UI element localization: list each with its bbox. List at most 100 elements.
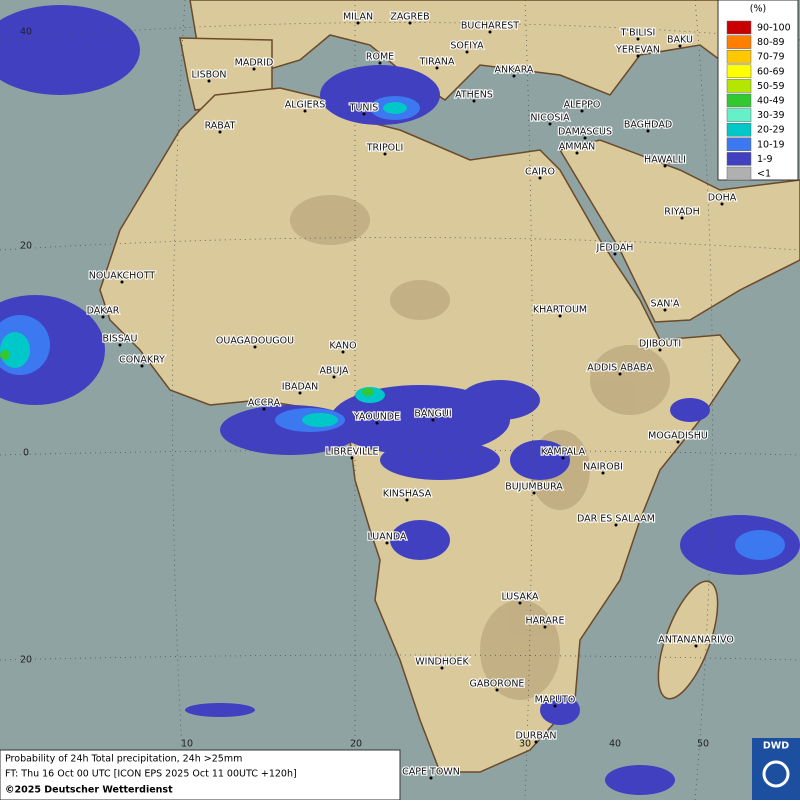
city-label: KHARTOUM xyxy=(533,305,587,316)
city-dot xyxy=(262,407,266,411)
city-dot xyxy=(548,122,552,126)
city-label: SOFIYA xyxy=(450,41,484,52)
city-label: NAIROBI xyxy=(583,462,623,473)
city-dot xyxy=(646,129,650,133)
city-label: YEREVAN xyxy=(615,45,660,56)
city-dot xyxy=(253,345,257,349)
legend-swatch xyxy=(726,137,752,152)
city-label: DAMASCUS xyxy=(558,127,612,138)
legend-label: 20-29 xyxy=(757,125,785,136)
city-label: BANGUI xyxy=(414,409,451,420)
city-dot xyxy=(694,644,698,648)
city-label: SAN'A xyxy=(651,299,680,310)
city-dot xyxy=(298,391,302,395)
city-label: RIYADH xyxy=(664,207,699,218)
city-dot xyxy=(575,151,579,155)
city-label: GABORONE xyxy=(470,679,525,690)
city-dot xyxy=(583,136,587,140)
footer-text: ©2025 Deutscher Wetterdienst xyxy=(5,785,173,796)
city-label: ALGIERS xyxy=(285,100,326,111)
lat-label: 20 xyxy=(20,241,32,252)
city-label: NICOSIA xyxy=(530,113,570,124)
lon-label: 50 xyxy=(697,739,709,750)
city-dot xyxy=(538,176,542,180)
city-label: NOUAKCHOTT xyxy=(89,271,156,282)
city-label: CAIRO xyxy=(525,167,555,178)
city-label: TRIPOLI xyxy=(366,143,404,154)
city-label: ADDIS ABABA xyxy=(587,363,653,374)
legend-swatch xyxy=(726,166,752,181)
city-label: AMMAN xyxy=(559,142,596,153)
city-dot xyxy=(676,440,680,444)
city-dot xyxy=(431,418,435,422)
city-label: TIRANA xyxy=(419,57,455,68)
city-label: KINSHASA xyxy=(383,489,432,500)
city-dot xyxy=(518,601,522,605)
city-label: ALEPPO xyxy=(564,100,601,111)
city-label: KANO xyxy=(329,341,356,352)
city-label: LUANDA xyxy=(367,532,407,543)
city-dot xyxy=(440,666,444,670)
logo-text: DWD xyxy=(763,741,789,752)
city-label: DOHA xyxy=(708,193,737,204)
city-label: ABUJA xyxy=(319,366,349,377)
city-label: ROME xyxy=(366,52,394,63)
city-label: CONAKRY xyxy=(119,355,165,366)
legend-title: (%) xyxy=(750,4,766,15)
legend-label: 10-19 xyxy=(757,139,785,150)
city-dot xyxy=(252,67,256,71)
legend-swatch xyxy=(726,93,752,108)
city-dot xyxy=(636,37,640,41)
legend-swatch xyxy=(726,49,752,64)
city-label: BISSAU xyxy=(102,334,137,345)
city-dot xyxy=(218,130,222,134)
city-dot xyxy=(405,498,409,502)
legend-label: 1-9 xyxy=(757,154,773,165)
lat-label: 40 xyxy=(20,27,32,38)
city-dot xyxy=(532,491,536,495)
city-dot xyxy=(385,541,389,545)
city-label: WINDHOEK xyxy=(415,657,469,668)
city-dot xyxy=(720,202,724,206)
city-dot xyxy=(383,152,387,156)
city-dot xyxy=(558,314,562,318)
city-dot xyxy=(534,740,538,744)
city-dot xyxy=(362,112,366,116)
city-dot xyxy=(658,348,662,352)
city-dot xyxy=(636,54,640,58)
city-label: DURBAN xyxy=(516,731,557,742)
city-label: JEDDAH xyxy=(596,243,634,254)
city-label: YAOUNDE xyxy=(353,412,400,423)
city-label: BUJUMBURA xyxy=(505,482,563,493)
city-dot xyxy=(488,30,492,34)
legend-label: 30-39 xyxy=(757,110,785,121)
city-dot xyxy=(118,343,122,347)
city-label: BAGHDAD xyxy=(624,120,672,131)
lon-label: 20 xyxy=(350,739,362,750)
city-dot xyxy=(580,109,584,113)
legend-label: 70-79 xyxy=(757,52,785,63)
city-dot xyxy=(663,308,667,312)
city-label: IBADAN xyxy=(282,382,319,393)
legend-swatch xyxy=(726,20,752,35)
city-label: ANKARA xyxy=(495,65,534,76)
city-label: HARARE xyxy=(526,616,565,627)
city-label: DJIBOUTI xyxy=(639,339,681,350)
legend-label: 80-89 xyxy=(757,37,785,48)
legend-label: <1 xyxy=(757,169,771,180)
city-dot xyxy=(553,704,557,708)
city-dot xyxy=(618,372,622,376)
city-dot xyxy=(332,375,336,379)
logo-icon xyxy=(762,760,790,788)
city-label: ACCRA xyxy=(248,398,281,409)
legend-swatch xyxy=(726,122,752,137)
city-dot xyxy=(140,364,144,368)
city-label: MOGADISHU xyxy=(648,431,708,442)
city-dot xyxy=(303,109,307,113)
city-dot xyxy=(543,625,547,629)
city-dot xyxy=(472,99,476,103)
city-label: LUSAKA xyxy=(501,592,539,603)
lat-label: 20 xyxy=(20,655,32,666)
city-label: T'BILISI xyxy=(620,28,656,39)
